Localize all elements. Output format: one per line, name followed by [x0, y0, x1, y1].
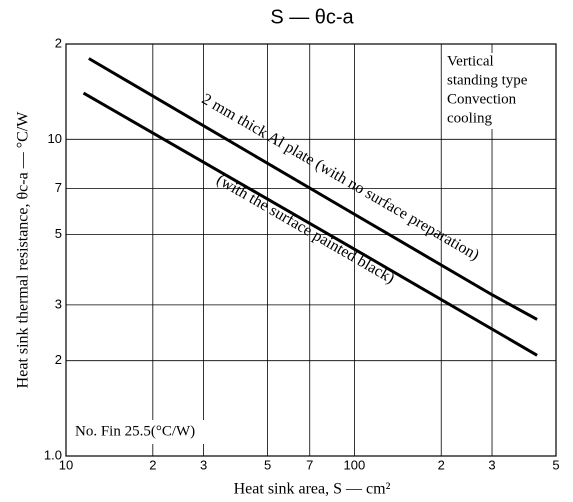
note-text: standing type — [447, 72, 528, 88]
series-line — [88, 57, 538, 321]
note-bg — [70, 420, 250, 444]
x-tick-label: 3 — [488, 457, 495, 472]
note-bg — [444, 110, 554, 129]
note-text: cooling — [447, 110, 492, 126]
series-annotation: 2 mm thick Al plate (with no surface pre… — [199, 91, 482, 264]
x-tick-label: 2 — [149, 457, 156, 472]
y-tick-label: 7 — [55, 180, 62, 195]
note-bg — [444, 72, 554, 91]
plot-frame — [65, 43, 557, 457]
y-tick-label: 1.0 — [44, 447, 62, 462]
note-bg — [444, 91, 554, 110]
y-tick-label: 3 — [55, 296, 62, 311]
x-tick-label: 2 — [438, 457, 445, 472]
x-tick-label: 7 — [306, 457, 313, 472]
x-tick-label: 100 — [344, 457, 366, 472]
y-tick-label: 2 — [55, 352, 62, 367]
y-axis-label: Heat sink thermal resistance, θc-a — °C/… — [15, 111, 32, 389]
y-tick-label: 2 — [55, 35, 62, 50]
x-tick-label: 5 — [264, 457, 271, 472]
x-tick-label: 10 — [59, 457, 73, 472]
note-bg — [444, 53, 554, 72]
fin-note: No. Fin 25.5(°C/W) — [75, 423, 195, 439]
note-text: Vertical — [447, 53, 494, 69]
x-tick-label: 5 — [552, 457, 559, 472]
series-line — [82, 91, 538, 357]
x-axis-label: Heat sink area, S — cm² — [234, 481, 391, 498]
y-tick-label: 5 — [55, 226, 62, 241]
note-text: Convection — [447, 91, 517, 107]
x-tick-label: 3 — [200, 457, 207, 472]
chart-title: S — θc-a — [270, 6, 354, 28]
y-tick-label: 10 — [48, 131, 62, 146]
